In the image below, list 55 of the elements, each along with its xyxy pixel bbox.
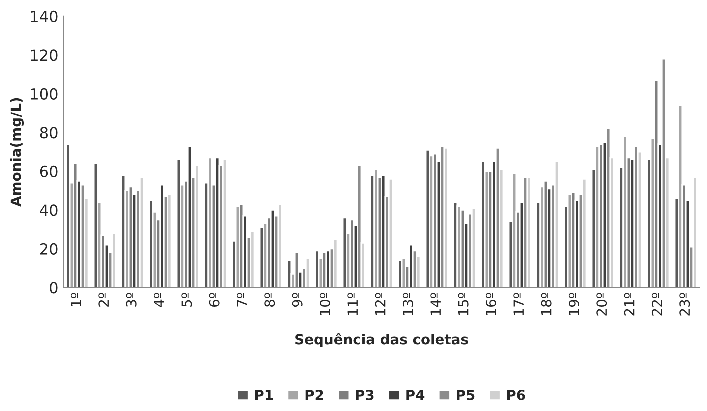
y-tick-label: 40	[40, 204, 58, 216]
x-axis-title: Sequência das coletas	[296, 333, 468, 348]
y-tick-label: 80	[40, 127, 58, 139]
x-tick-label: 9º	[292, 293, 303, 308]
x-tick-label: 6º	[209, 293, 220, 307]
bar	[444, 148, 449, 288]
bar	[554, 161, 560, 288]
bar	[471, 208, 477, 288]
bar	[305, 258, 311, 288]
x-tick-label: 22º	[652, 293, 662, 316]
x-tick-label: 3º	[126, 293, 137, 307]
x-tick-label: 15º	[458, 293, 469, 316]
x-tick-label: 11º	[348, 293, 358, 316]
x-tick-label: 8º	[264, 293, 276, 307]
x-tick-label: 5º	[182, 293, 192, 307]
legend-label: P2	[306, 390, 324, 400]
bar	[692, 176, 698, 288]
x-tick-label: 17º	[514, 293, 524, 316]
x-tick-label: 10º	[320, 293, 330, 316]
legend-label: P3	[356, 390, 374, 400]
legend-label: P1	[255, 390, 274, 400]
bar	[167, 194, 172, 288]
y-tick-label: 20	[40, 243, 58, 255]
bar	[388, 178, 394, 288]
bar	[139, 176, 145, 288]
bar	[333, 238, 338, 288]
y-axis-title: Amonia(mg/L)	[10, 98, 24, 207]
y-tick-label: 100	[31, 88, 58, 100]
x-tick-label: 4º	[154, 293, 164, 308]
x-tick-label: 13º	[402, 293, 414, 316]
bar	[526, 176, 532, 288]
legend-label: P5	[457, 390, 475, 400]
legend-label: P6	[507, 390, 526, 400]
x-tick-label: 14º	[430, 293, 441, 316]
bar	[222, 159, 228, 288]
bar	[112, 232, 117, 288]
x-tick-label: 23º	[680, 293, 690, 316]
bar	[582, 178, 588, 288]
bar	[194, 164, 200, 288]
y-tick-label: 60	[40, 166, 58, 178]
x-tick-label: 1º	[70, 293, 82, 306]
y-tick-label: 140	[31, 10, 58, 22]
x-tick-label: 19º	[568, 293, 580, 316]
legend-label: P4	[406, 390, 425, 400]
x-tick-label: 12º	[375, 293, 386, 316]
y-tick-label: 120	[31, 50, 58, 62]
x-tick-label: 7º	[236, 293, 248, 307]
x-tick-label: 18º	[541, 293, 552, 316]
y-tick-label: 0	[50, 282, 58, 294]
x-tick-label: 20º	[596, 293, 608, 316]
x-tick-label: 21º	[624, 293, 635, 316]
bar	[278, 204, 283, 288]
x-tick-label: 16º	[486, 293, 496, 316]
x-tick-label: 2º	[98, 293, 109, 307]
bar	[250, 230, 256, 288]
